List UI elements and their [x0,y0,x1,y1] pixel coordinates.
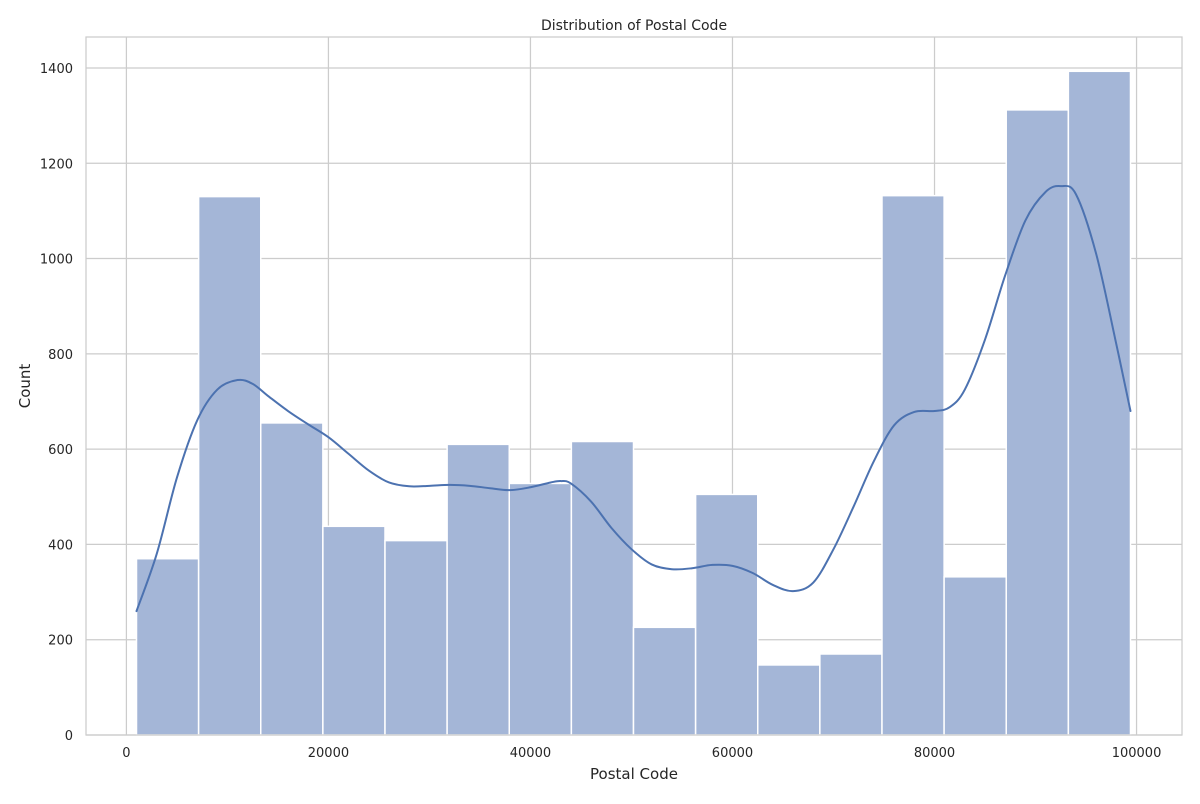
y-axis-label: Count [16,364,34,409]
histogram-bar-9 [694,493,759,736]
histogram-bar-7 [570,440,635,736]
x-tick-label-5: 100000 [1112,746,1162,761]
histogram-bar-6 [508,482,573,736]
y-tick-label-0: 0 [65,729,73,744]
y-tick-label-6: 1200 [40,157,73,172]
x-tick-label-1: 20000 [308,746,349,761]
histogram-bar-14 [1005,109,1070,736]
kde-line [135,184,1132,613]
y-tick-label-1: 200 [48,634,73,649]
kde-layer [135,184,1132,613]
histogram-bar-2 [260,422,324,736]
x-tick-label-4: 80000 [914,746,955,761]
y-tick-label-3: 600 [48,443,73,458]
histogram-bar-4 [384,539,448,736]
y-tick-label-5: 1000 [40,253,73,268]
histogram-bar-15 [1067,70,1132,736]
histogram-bar-10 [756,664,821,736]
histogram-bar-11 [819,653,883,736]
chart-title: Distribution of Postal Code [541,18,727,34]
plot-frame [85,36,1183,736]
x-tick-label-2: 40000 [510,746,551,761]
y-tick-label-4: 800 [48,348,73,363]
histogram-bar-3 [322,525,386,736]
y-tick-label-7: 1400 [40,62,73,77]
x-axis-label: Postal Code [590,765,678,783]
histogram-bar-8 [632,626,697,736]
x-tick-label-0: 0 [122,746,130,761]
histogram-bar-13 [943,576,1007,736]
y-tick-label-2: 400 [48,538,73,553]
bar-layer [135,70,1132,736]
x-tick-labels: 0 20000 40000 60000 80000 100000 [122,746,1161,761]
histogram-bar-5 [446,443,510,736]
y-tick-labels: 0 200 400 600 800 1000 1200 1400 [40,62,73,744]
histogram-bar-12 [881,194,945,736]
x-tick-label-3: 60000 [712,746,753,761]
histogram-bar-1 [197,195,262,736]
